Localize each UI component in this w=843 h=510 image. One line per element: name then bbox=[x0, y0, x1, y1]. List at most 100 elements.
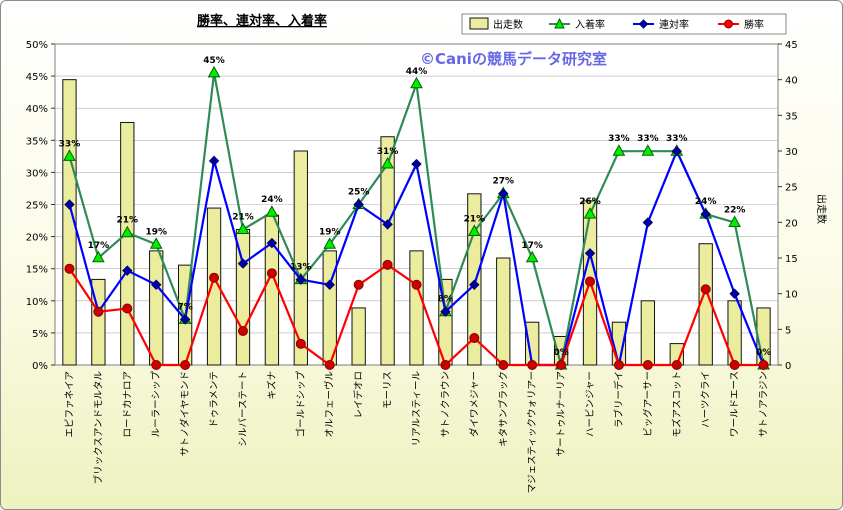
data-label: 21% bbox=[117, 216, 139, 226]
bar bbox=[640, 300, 656, 366]
win-marker bbox=[237, 325, 248, 336]
category-label: モーリス bbox=[383, 371, 394, 409]
placing-marker bbox=[149, 237, 163, 249]
win-marker bbox=[498, 360, 509, 370]
win-marker bbox=[613, 360, 624, 370]
placing-marker bbox=[728, 215, 741, 227]
marker-series bbox=[63, 65, 770, 371]
right-tick-label: 35 bbox=[785, 111, 798, 122]
category-label: ドゥラメンテ bbox=[209, 371, 220, 428]
left-tick-label: 25% bbox=[26, 201, 48, 212]
category-label: キズナ bbox=[266, 371, 278, 400]
placing-marker bbox=[120, 225, 134, 238]
placing-marker bbox=[265, 205, 279, 217]
quinella-marker bbox=[382, 219, 393, 230]
data-label: 26% bbox=[579, 197, 601, 207]
right-tick-label: 25 bbox=[785, 183, 798, 194]
win-marker bbox=[295, 338, 306, 349]
win-marker bbox=[151, 360, 162, 370]
quinella-marker bbox=[469, 279, 480, 290]
data-label: 8% bbox=[438, 295, 453, 305]
bar bbox=[120, 121, 135, 366]
placing-marker bbox=[207, 65, 221, 78]
right-tick-label: 5 bbox=[785, 325, 791, 336]
quinella-marker bbox=[440, 306, 451, 317]
left-tick-label: 40% bbox=[26, 104, 48, 115]
right-tick-label: 45 bbox=[785, 40, 798, 51]
right-tick-label: 0 bbox=[785, 361, 791, 372]
data-label: 27% bbox=[492, 177, 514, 187]
legend-quinella-marker bbox=[638, 19, 649, 29]
category-label: ダイワメジャー bbox=[468, 371, 480, 437]
right-tick-label: 20 bbox=[785, 218, 798, 229]
left-tick-label: 10% bbox=[26, 297, 48, 308]
data-label: 21% bbox=[232, 213, 254, 223]
win-marker bbox=[64, 263, 75, 274]
quinella-marker bbox=[324, 279, 335, 290]
data-label: 0% bbox=[756, 348, 771, 358]
win-marker bbox=[353, 279, 364, 290]
data-label: 19% bbox=[319, 227, 341, 237]
bar bbox=[264, 214, 280, 366]
win-marker bbox=[758, 360, 769, 370]
right-tick-label: 30 bbox=[785, 147, 798, 158]
data-label: 33% bbox=[666, 134, 688, 144]
left-tick-label: 20% bbox=[26, 233, 48, 244]
placing-marker bbox=[612, 144, 626, 156]
data-label: 33% bbox=[608, 134, 630, 144]
bar bbox=[467, 193, 482, 366]
quinella-marker bbox=[266, 237, 278, 249]
data-labels: 33% 17% 21% 19% 7% 45% 21% 24% 13% 19% 25% 31% 44% 8%… bbox=[59, 56, 771, 358]
win-marker bbox=[180, 360, 191, 370]
right-tick-label: 15 bbox=[785, 254, 798, 265]
bar bbox=[351, 307, 366, 366]
category-label: ハービンジャー bbox=[585, 371, 596, 437]
quinella-marker bbox=[179, 314, 191, 325]
quinella-marker bbox=[700, 208, 711, 220]
category-label: キタサンブラック bbox=[497, 371, 509, 447]
quinella-marker bbox=[151, 279, 162, 290]
bar bbox=[380, 136, 395, 366]
left-tick-label: 30% bbox=[26, 168, 48, 179]
data-label: 22% bbox=[724, 205, 746, 215]
category-label: ハーツクライ bbox=[701, 371, 712, 428]
quinella-marker bbox=[237, 258, 249, 269]
placing-marker bbox=[641, 144, 655, 156]
win-marker bbox=[382, 259, 393, 270]
category-label: ルーラーシップ bbox=[151, 371, 162, 438]
category-label: シルバーステート bbox=[238, 371, 249, 447]
placing-marker bbox=[236, 222, 250, 235]
quinella-marker bbox=[642, 217, 654, 228]
data-label: 31% bbox=[377, 147, 399, 157]
win-marker bbox=[642, 360, 653, 370]
category-label: ロードカナロア bbox=[122, 371, 133, 438]
watermark: ©Caniの競馬データ研究室 bbox=[420, 50, 607, 68]
category-label: リアルスティール bbox=[412, 371, 423, 447]
placing-marker bbox=[467, 224, 481, 236]
quinella-marker bbox=[498, 188, 509, 199]
win-marker bbox=[700, 284, 711, 295]
data-label: 33% bbox=[59, 139, 81, 149]
data-label: 45% bbox=[203, 56, 225, 66]
left-tick-label: 5% bbox=[32, 329, 48, 340]
bar bbox=[149, 250, 164, 366]
category-label: レイデオロ bbox=[353, 371, 365, 419]
placing-marker bbox=[410, 76, 423, 89]
placing-marker bbox=[525, 250, 539, 263]
quinella-marker bbox=[122, 265, 133, 276]
data-label: 17% bbox=[521, 241, 543, 251]
left-tick-label: 50% bbox=[26, 40, 48, 51]
category-label: サートゥルナーリア bbox=[556, 371, 567, 457]
data-label: 25% bbox=[348, 188, 370, 198]
placing-marker bbox=[381, 157, 394, 169]
legend-win-marker bbox=[724, 19, 733, 29]
right-tick-label: 10 bbox=[785, 290, 798, 301]
data-label: 17% bbox=[88, 241, 110, 251]
placing-marker bbox=[583, 207, 597, 219]
win-marker bbox=[527, 360, 538, 370]
right-axis: 0 5 10 15 20 25 30 35 40 45 bbox=[778, 40, 798, 372]
legend-placing-marker bbox=[554, 17, 565, 29]
win-marker bbox=[469, 333, 480, 344]
win-marker bbox=[585, 276, 596, 287]
legend-label-win: 勝率 bbox=[744, 18, 764, 31]
